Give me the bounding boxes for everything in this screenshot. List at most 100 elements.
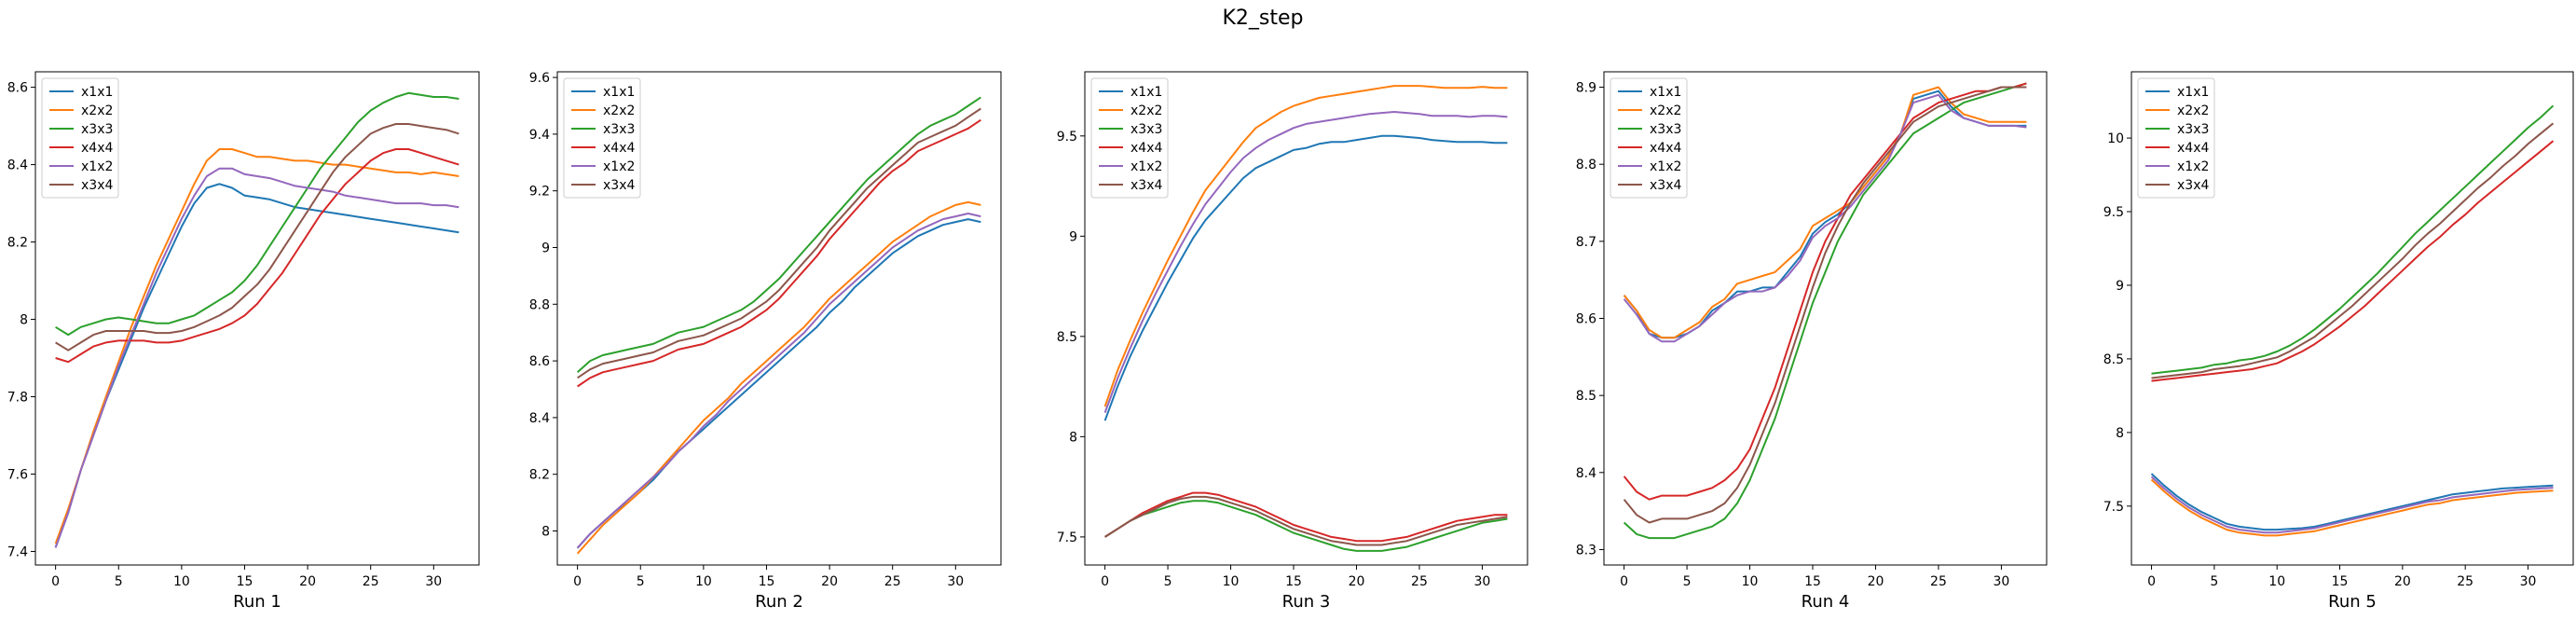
y-tick-label: 8.7 bbox=[1576, 235, 1596, 250]
y-tick-label: 8.5 bbox=[1576, 389, 1596, 404]
x-tick-label: 15 bbox=[237, 574, 253, 589]
x-tick-label: 15 bbox=[1285, 574, 1302, 589]
legend: x1x1 x2x2 x3x3 x4x4 x1x2 x3x4 bbox=[563, 77, 641, 199]
series-line-x3x3 bbox=[576, 96, 981, 374]
series-line-x1x1 bbox=[2150, 473, 2554, 531]
y-tick-label: 7.6 bbox=[7, 467, 28, 482]
y-tick-label: 10 bbox=[2107, 131, 2124, 146]
legend-box bbox=[41, 77, 119, 199]
figure-title: K2_step bbox=[1222, 7, 1303, 30]
x-tick-label: 15 bbox=[1804, 574, 1821, 589]
x-tick-label: 25 bbox=[1411, 574, 1428, 589]
y-tick-label: 9 bbox=[541, 241, 550, 255]
y-tick-label: 8.2 bbox=[529, 468, 550, 483]
y-tick-label: 8.3 bbox=[1576, 543, 1596, 558]
legend-label-x3x3: x3x3 bbox=[81, 122, 113, 137]
legend-label-x4x4: x4x4 bbox=[2177, 141, 2209, 156]
legend-box bbox=[1090, 77, 1169, 199]
y-tick-label: 7.5 bbox=[1057, 530, 1077, 545]
series-line-x3x3 bbox=[2151, 104, 2555, 375]
x-tick-label: 10 bbox=[1223, 574, 1240, 589]
y-tick-label: 9.4 bbox=[529, 128, 550, 143]
subplot-1: 0 5 10 15 20 25 30 7.4 7.6 7.8 8 8.2 8.4 8.6 Run 1 x1x1… bbox=[7, 71, 480, 612]
x-tick-label: 0 bbox=[51, 574, 60, 589]
legend-box bbox=[1610, 77, 1688, 199]
series-line-x3x4 bbox=[1623, 86, 2027, 524]
y-tick-label: 8 bbox=[20, 313, 28, 328]
x-tick-label: 30 bbox=[947, 574, 964, 589]
axes-frame bbox=[2131, 71, 2574, 566]
series-line-x1x2 bbox=[1623, 93, 2027, 343]
y-tick-label: 9 bbox=[1069, 229, 1077, 244]
x-tick-label: 10 bbox=[1742, 574, 1759, 589]
series-line-x3x4 bbox=[1104, 495, 1508, 546]
y-tick-label: 8 bbox=[2116, 426, 2124, 441]
y-tick-label: 8.4 bbox=[1576, 466, 1596, 481]
y-tick-label: 8.5 bbox=[1057, 330, 1077, 345]
legend-label-x3x4: x3x4 bbox=[2177, 178, 2209, 193]
y-tick-label: 7.5 bbox=[2103, 500, 2124, 515]
subplot-2: 0 5 10 15 20 25 30 8 8.2 8.4 8.6 8.8 9 9.2 9.4 9.6 Run 2… bbox=[529, 71, 1002, 612]
legend-label-x2x2: x2x2 bbox=[1650, 103, 1681, 118]
x-tick-label: 20 bbox=[1349, 574, 1365, 589]
x-tick-label: 20 bbox=[2394, 574, 2411, 589]
x-tick-label: 0 bbox=[1101, 574, 1109, 589]
x-tick-label: 25 bbox=[884, 574, 901, 589]
x-tick-label: 25 bbox=[2457, 574, 2473, 589]
axes-frame bbox=[1603, 71, 2048, 566]
y-tick-label: 8 bbox=[541, 525, 550, 540]
x-tick-label: 5 bbox=[2210, 574, 2218, 589]
x-tick-label: 20 bbox=[299, 574, 316, 589]
x-tick-label: 0 bbox=[573, 574, 582, 589]
x-axis-label: Run 2 bbox=[755, 592, 803, 612]
subplot-5: 0 5 10 15 20 25 30 7.5 8 8.5 9 9.5 10 Run 5 x1x1 x2x2 x3… bbox=[2103, 71, 2574, 612]
x-tick-label: 30 bbox=[425, 574, 442, 589]
series-line-x1x2 bbox=[576, 213, 981, 549]
x-tick-label: 10 bbox=[695, 574, 712, 589]
x-tick-label: 25 bbox=[363, 574, 379, 589]
legend: x1x1 x2x2 x3x3 x4x4 x1x2 x3x4 bbox=[1610, 77, 1688, 199]
y-tick-label: 7.8 bbox=[7, 391, 28, 406]
series-line-x4x4 bbox=[577, 118, 981, 388]
legend-label-x4x4: x4x4 bbox=[81, 141, 113, 156]
legend-label-x3x3: x3x3 bbox=[603, 122, 635, 137]
legend-label-x4x4: x4x4 bbox=[603, 141, 635, 156]
y-tick-label: 8.6 bbox=[1576, 312, 1596, 327]
legend-label-x3x4: x3x4 bbox=[81, 178, 113, 193]
legend-label-x1x2: x1x2 bbox=[81, 159, 113, 174]
series-line-x3x4 bbox=[55, 123, 459, 351]
x-axis-label: Run 1 bbox=[233, 592, 281, 612]
legend-box bbox=[2137, 77, 2215, 199]
x-tick-label: 15 bbox=[2332, 574, 2349, 589]
y-tick-label: 9.2 bbox=[529, 185, 550, 200]
legend-label-x2x2: x2x2 bbox=[603, 103, 635, 118]
x-tick-label: 20 bbox=[821, 574, 838, 589]
legend-label-x3x3: x3x3 bbox=[2177, 122, 2209, 137]
y-tick-label: 9.5 bbox=[2103, 205, 2124, 220]
series-line-x1x2 bbox=[54, 167, 459, 548]
x-tick-label: 5 bbox=[637, 574, 645, 589]
y-tick-label: 9.5 bbox=[1057, 130, 1077, 145]
series-line-x2x2 bbox=[2150, 478, 2554, 537]
x-axis-label: Run 4 bbox=[1802, 592, 1850, 612]
legend-box bbox=[563, 77, 641, 199]
series-line-x4x4 bbox=[55, 148, 459, 364]
axes-frame bbox=[34, 71, 480, 566]
subplot-3: 0 5 10 15 20 25 30 7.5 8 8.5 9 9.5 Run 3 x1x1 x2x2 x3x3… bbox=[1057, 71, 1528, 612]
y-tick-label: 9 bbox=[2116, 279, 2124, 294]
y-tick-label: 8.6 bbox=[7, 81, 28, 96]
series-line-x2x2 bbox=[1103, 85, 1508, 407]
x-tick-label: 30 bbox=[1994, 574, 2010, 589]
legend: x1x1 x2x2 x3x3 x4x4 x1x2 x3x4 bbox=[41, 77, 119, 199]
y-tick-label: 8.9 bbox=[1576, 81, 1596, 96]
y-tick-label: 8.6 bbox=[529, 354, 550, 369]
series-line-x2x2 bbox=[54, 148, 459, 544]
legend-label-x1x1: x1x1 bbox=[81, 85, 113, 100]
x-tick-label: 30 bbox=[2520, 574, 2537, 589]
legend-label-x3x3: x3x3 bbox=[1650, 122, 1681, 137]
y-tick-label: 7.4 bbox=[7, 544, 28, 559]
legend-label-x2x2: x2x2 bbox=[2177, 103, 2209, 118]
series-line-x3x4 bbox=[2151, 122, 2555, 379]
legend-label-x1x1: x1x1 bbox=[1130, 85, 1162, 100]
x-tick-label: 5 bbox=[1164, 574, 1172, 589]
